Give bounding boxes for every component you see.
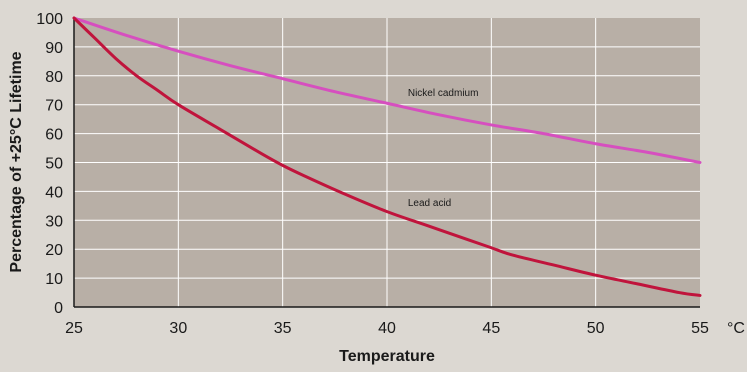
- grid: [73, 18, 700, 308]
- y-tick-label: 40: [45, 184, 63, 201]
- y-tick-label: 90: [45, 40, 63, 57]
- x-tick-label: 30: [169, 320, 187, 337]
- x-tick-label: 35: [274, 320, 292, 337]
- y-tick-label: 0: [54, 300, 63, 317]
- series-label-lead-acid: Lead acid: [408, 198, 451, 209]
- x-tick-label: 25: [65, 320, 83, 337]
- series-line-lead-acid: [72, 16, 702, 297]
- y-tick-label: 30: [45, 213, 63, 230]
- y-tick-label: 60: [45, 127, 63, 144]
- x-tick-label: 55: [691, 320, 709, 337]
- y-tick-label: 20: [45, 242, 63, 259]
- series-line-nickel-cadmium: [72, 16, 702, 164]
- x-tick-label: 50: [587, 320, 605, 337]
- x-axis-title: Temperature: [339, 348, 435, 365]
- series-label-nickel-cadmium: Nickel cadmium: [408, 88, 479, 99]
- tick-labels: 0 10 20 30 40 50 60 70 80 90 100 25 30 35 40 45 50 55: [36, 11, 709, 337]
- x-tick-label: 45: [482, 320, 500, 337]
- y-tick-label: 100: [36, 11, 63, 28]
- y-tick-label: 10: [45, 271, 63, 288]
- series-labels: Nickel cadmium Lead acid: [408, 88, 479, 209]
- x-unit-label: °C: [727, 320, 745, 337]
- y-axis-title: Percentage of +25°C Lifetime: [8, 51, 25, 272]
- y-tick-label: 70: [45, 98, 63, 115]
- y-tick-label: 80: [45, 69, 63, 86]
- x-tick-label: 40: [378, 320, 396, 337]
- y-tick-label: 50: [45, 156, 63, 173]
- series-lines: [72, 16, 702, 297]
